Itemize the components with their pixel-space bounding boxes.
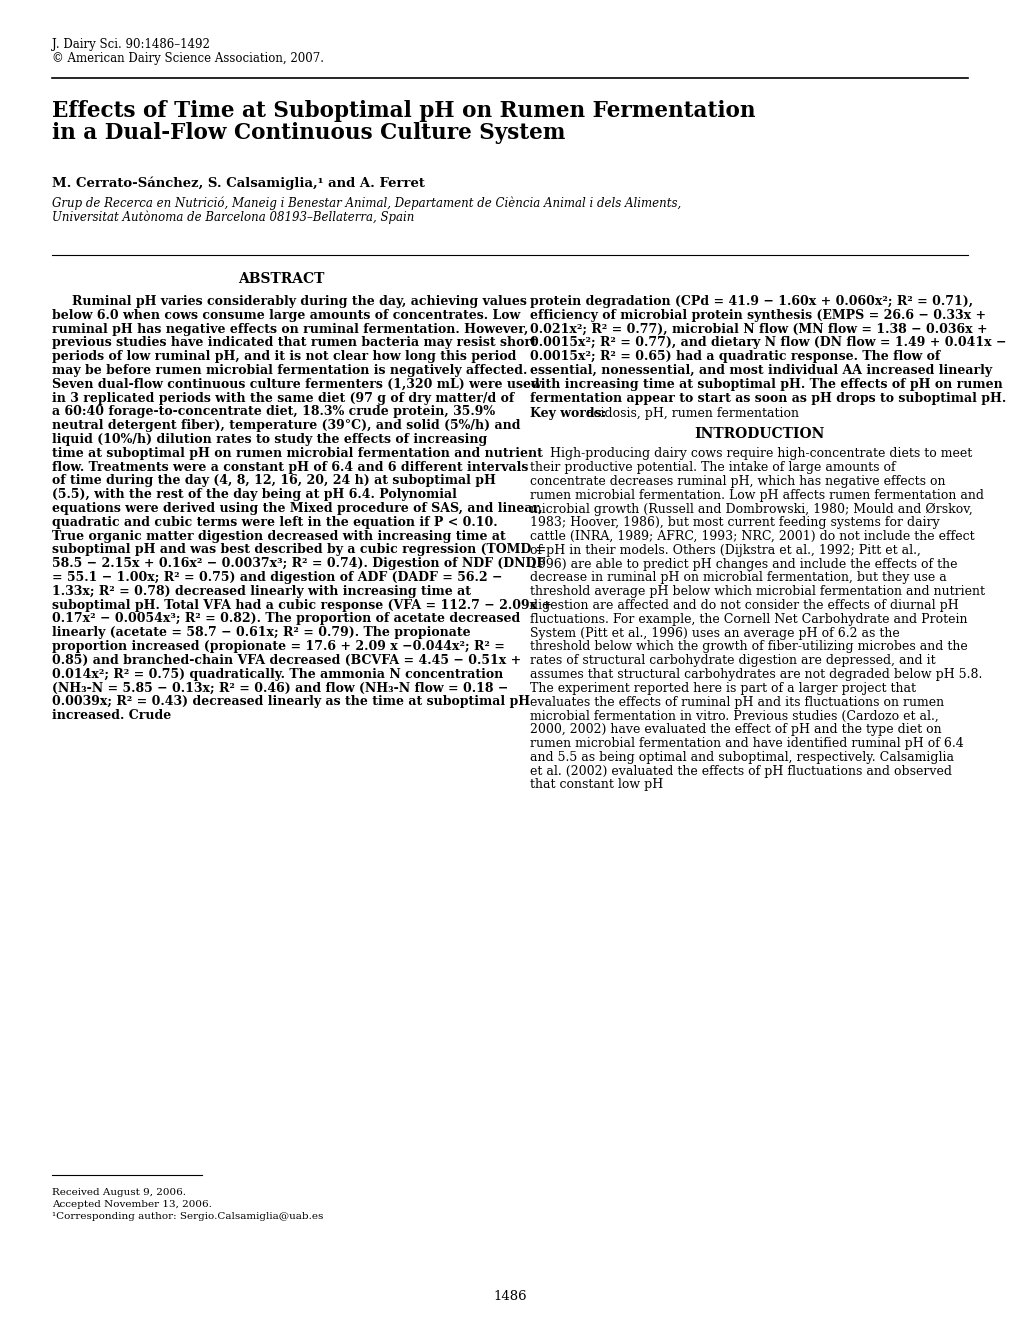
Text: 1.33x; R² = 0.78) decreased linearly with increasing time at: 1.33x; R² = 0.78) decreased linearly wit… xyxy=(52,585,471,598)
Text: 58.5 − 2.15x + 0.16x² − 0.0037x³; R² = 0.74). Digestion of NDF (DNDF: 58.5 − 2.15x + 0.16x² − 0.0037x³; R² = 0… xyxy=(52,557,545,570)
Text: rumen microbial fermentation. Low pH affects rumen fermentation and: rumen microbial fermentation. Low pH aff… xyxy=(530,488,983,502)
Text: 1996) are able to predict pH changes and include the effects of the: 1996) are able to predict pH changes and… xyxy=(530,557,957,570)
Text: quadratic and cubic terms were left in the equation if P < 0.10.: quadratic and cubic terms were left in t… xyxy=(52,516,497,529)
Text: Ruminal pH varies considerably during the day, achieving values: Ruminal pH varies considerably during th… xyxy=(71,294,526,308)
Text: of time during the day (4, 8, 12, 16, 20, 24 h) at suboptimal pH: of time during the day (4, 8, 12, 16, 20… xyxy=(52,474,495,487)
Text: suboptimal pH. Total VFA had a cubic response (VFA = 112.7 − 2.09x +: suboptimal pH. Total VFA had a cubic res… xyxy=(52,598,551,611)
Text: that constant low pH: that constant low pH xyxy=(530,779,662,792)
Text: efficiency of microbial protein synthesis (EMPS = 26.6 − 0.33x +: efficiency of microbial protein synthesi… xyxy=(530,309,985,322)
Text: flow. Treatments were a constant pH of 6.4 and 6 different intervals: flow. Treatments were a constant pH of 6… xyxy=(52,461,528,474)
Text: ruminal pH has negative effects on ruminal fermentation. However,: ruminal pH has negative effects on rumin… xyxy=(52,322,528,335)
Text: threshold below which the growth of fiber-utilizing microbes and the: threshold below which the growth of fibe… xyxy=(530,640,967,653)
Text: suboptimal pH and was best described by a cubic regression (TOMD =: suboptimal pH and was best described by … xyxy=(52,544,546,557)
Text: 0.021x²; R² = 0.77), microbial N flow (MN flow = 1.38 − 0.036x +: 0.021x²; R² = 0.77), microbial N flow (M… xyxy=(530,322,986,335)
Text: ABSTRACT: ABSTRACT xyxy=(237,272,324,286)
Text: = 55.1 − 1.00x; R² = 0.75) and digestion of ADF (DADF = 56.2 −: = 55.1 − 1.00x; R² = 0.75) and digestion… xyxy=(52,572,502,583)
Text: 1486: 1486 xyxy=(493,1290,526,1303)
Text: proportion increased (propionate = 17.6 + 2.09 x −0.044x²; R² =: proportion increased (propionate = 17.6 … xyxy=(52,640,504,653)
Text: their productive potential. The intake of large amounts of: their productive potential. The intake o… xyxy=(530,461,895,474)
Text: True organic matter digestion decreased with increasing time at: True organic matter digestion decreased … xyxy=(52,529,505,543)
Text: threshold average pH below which microbial fermentation and nutrient: threshold average pH below which microbi… xyxy=(530,585,984,598)
Text: essential, nonessential, and most individual AA increased linearly: essential, nonessential, and most indivi… xyxy=(530,364,991,378)
Text: System (Pitt et al., 1996) uses an average pH of 6.2 as the: System (Pitt et al., 1996) uses an avera… xyxy=(530,627,899,640)
Text: et al. (2002) evaluated the effects of pH fluctuations and observed: et al. (2002) evaluated the effects of p… xyxy=(530,764,951,777)
Text: 0.85) and branched-chain VFA decreased (BCVFA = 4.45 − 0.51x +: 0.85) and branched-chain VFA decreased (… xyxy=(52,653,521,667)
Text: microbial fermentation in vitro. Previous studies (Cardozo et al.,: microbial fermentation in vitro. Previou… xyxy=(530,709,937,722)
Text: INTRODUCTION: INTRODUCTION xyxy=(693,428,823,441)
Text: fluctuations. For example, the Cornell Net Carbohydrate and Protein: fluctuations. For example, the Cornell N… xyxy=(530,612,967,626)
Text: liquid (10%/h) dilution rates to study the effects of increasing: liquid (10%/h) dilution rates to study t… xyxy=(52,433,487,446)
Text: increased. Crude: increased. Crude xyxy=(52,709,171,722)
Text: may be before rumen microbial fermentation is negatively affected.: may be before rumen microbial fermentati… xyxy=(52,364,527,378)
Text: Accepted November 13, 2006.: Accepted November 13, 2006. xyxy=(52,1200,212,1209)
Text: protein degradation (CPd = 41.9 − 1.60x + 0.060x²; R² = 0.71),: protein degradation (CPd = 41.9 − 1.60x … xyxy=(530,294,972,308)
Text: microbial growth (Russell and Dombrowski, 1980; Mould and Ørskov,: microbial growth (Russell and Dombrowski… xyxy=(530,503,972,516)
Text: 0.17x² − 0.0054x³; R² = 0.82). The proportion of acetate decreased: 0.17x² − 0.0054x³; R² = 0.82). The propo… xyxy=(52,612,520,626)
Text: 1983; Hoover, 1986), but most current feeding systems for dairy: 1983; Hoover, 1986), but most current fe… xyxy=(530,516,938,529)
Text: neutral detergent fiber), temperature (39°C), and solid (5%/h) and: neutral detergent fiber), temperature (3… xyxy=(52,420,520,432)
Text: digestion are affected and do not consider the effects of diurnal pH: digestion are affected and do not consid… xyxy=(530,599,958,612)
Text: 0.014x²; R² = 0.75) quadratically. The ammonia N concentration: 0.014x²; R² = 0.75) quadratically. The a… xyxy=(52,668,502,681)
Text: 0.0015x²; R² = 0.65) had a quadratic response. The flow of: 0.0015x²; R² = 0.65) had a quadratic res… xyxy=(530,350,940,363)
Text: 2000, 2002) have evaluated the effect of pH and the type diet on: 2000, 2002) have evaluated the effect of… xyxy=(530,723,941,737)
Text: below 6.0 when cows consume large amounts of concentrates. Low: below 6.0 when cows consume large amount… xyxy=(52,309,520,322)
Text: 0.0039x; R² = 0.43) decreased linearly as the time at suboptimal pH: 0.0039x; R² = 0.43) decreased linearly a… xyxy=(52,696,530,709)
Text: time at suboptimal pH on rumen microbial fermentation and nutrient: time at suboptimal pH on rumen microbial… xyxy=(52,446,542,459)
Text: (5.5), with the rest of the day being at pH 6.4. Polynomial: (5.5), with the rest of the day being at… xyxy=(52,488,457,502)
Text: acidosis, pH, rumen fermentation: acidosis, pH, rumen fermentation xyxy=(581,408,798,420)
Text: of pH in their models. Others (Dijkstra et al., 1992; Pitt et al.,: of pH in their models. Others (Dijkstra … xyxy=(530,544,920,557)
Text: (NH₃-N = 5.85 − 0.13x; R² = 0.46) and flow (NH₃-N flow = 0.18 −: (NH₃-N = 5.85 − 0.13x; R² = 0.46) and fl… xyxy=(52,681,507,694)
Text: ¹Corresponding author: Sergio.Calsamiglia@uab.es: ¹Corresponding author: Sergio.Calsamigli… xyxy=(52,1212,323,1221)
Text: a 60:40 forage-to-concentrate diet, 18.3% crude protein, 35.9%: a 60:40 forage-to-concentrate diet, 18.3… xyxy=(52,405,494,418)
Text: J. Dairy Sci. 90:1486–1492: J. Dairy Sci. 90:1486–1492 xyxy=(52,38,210,51)
Text: evaluates the effects of ruminal pH and its fluctuations on rumen: evaluates the effects of ruminal pH and … xyxy=(530,696,944,709)
Text: and 5.5 as being optimal and suboptimal, respectively. Calsamiglia: and 5.5 as being optimal and suboptimal,… xyxy=(530,751,953,764)
Text: Universitat Autònoma de Barcelona 08193–Bellaterra, Spain: Universitat Autònoma de Barcelona 08193–… xyxy=(52,211,414,224)
Text: Grup de Recerca en Nutrició, Maneig i Benestar Animal, Departament de Ciència An: Grup de Recerca en Nutrició, Maneig i Be… xyxy=(52,195,681,210)
Text: High-producing dairy cows require high-concentrate diets to meet: High-producing dairy cows require high-c… xyxy=(549,447,971,461)
Text: previous studies have indicated that rumen bacteria may resist short: previous studies have indicated that rum… xyxy=(52,337,536,350)
Text: The experiment reported here is part of a larger project that: The experiment reported here is part of … xyxy=(530,682,915,694)
Text: fermentation appear to start as soon as pH drops to suboptimal pH.: fermentation appear to start as soon as … xyxy=(530,392,1006,405)
Text: with increasing time at suboptimal pH. The effects of pH on rumen: with increasing time at suboptimal pH. T… xyxy=(530,378,1002,391)
Text: M. Cerrato-Sánchez, S. Calsamiglia,¹ and A. Ferret: M. Cerrato-Sánchez, S. Calsamiglia,¹ and… xyxy=(52,176,425,190)
Text: assumes that structural carbohydrates are not degraded below pH 5.8.: assumes that structural carbohydrates ar… xyxy=(530,668,981,681)
Text: rumen microbial fermentation and have identified ruminal pH of 6.4: rumen microbial fermentation and have id… xyxy=(530,737,963,750)
Text: concentrate decreases ruminal pH, which has negative effects on: concentrate decreases ruminal pH, which … xyxy=(530,475,945,488)
Text: equations were derived using the Mixed procedure of SAS, and linear,: equations were derived using the Mixed p… xyxy=(52,502,542,515)
Text: rates of structural carbohydrate digestion are depressed, and it: rates of structural carbohydrate digesti… xyxy=(530,655,934,667)
Text: cattle (INRA, 1989; AFRC, 1993; NRC, 2001) do not include the effect: cattle (INRA, 1989; AFRC, 1993; NRC, 200… xyxy=(530,531,974,543)
Text: in a Dual-Flow Continuous Culture System: in a Dual-Flow Continuous Culture System xyxy=(52,121,565,144)
Text: 0.0015x²; R² = 0.77), and dietary N flow (DN flow = 1.49 + 0.041x −: 0.0015x²; R² = 0.77), and dietary N flow… xyxy=(530,337,1006,350)
Text: Received August 9, 2006.: Received August 9, 2006. xyxy=(52,1188,185,1197)
Text: Seven dual-flow continuous culture fermenters (1,320 mL) were used: Seven dual-flow continuous culture ferme… xyxy=(52,378,539,391)
Text: linearly (acetate = 58.7 − 0.61x; R² = 0.79). The propionate: linearly (acetate = 58.7 − 0.61x; R² = 0… xyxy=(52,626,470,639)
Text: decrease in ruminal pH on microbial fermentation, but they use a: decrease in ruminal pH on microbial ferm… xyxy=(530,572,946,585)
Text: Effects of Time at Suboptimal pH on Rumen Fermentation: Effects of Time at Suboptimal pH on Rume… xyxy=(52,100,755,121)
Text: Key words:: Key words: xyxy=(530,408,605,420)
Text: in 3 replicated periods with the same diet (97 g of dry matter/d of: in 3 replicated periods with the same di… xyxy=(52,392,514,405)
Text: © American Dairy Science Association, 2007.: © American Dairy Science Association, 20… xyxy=(52,51,324,65)
Text: periods of low ruminal pH, and it is not clear how long this period: periods of low ruminal pH, and it is not… xyxy=(52,350,516,363)
